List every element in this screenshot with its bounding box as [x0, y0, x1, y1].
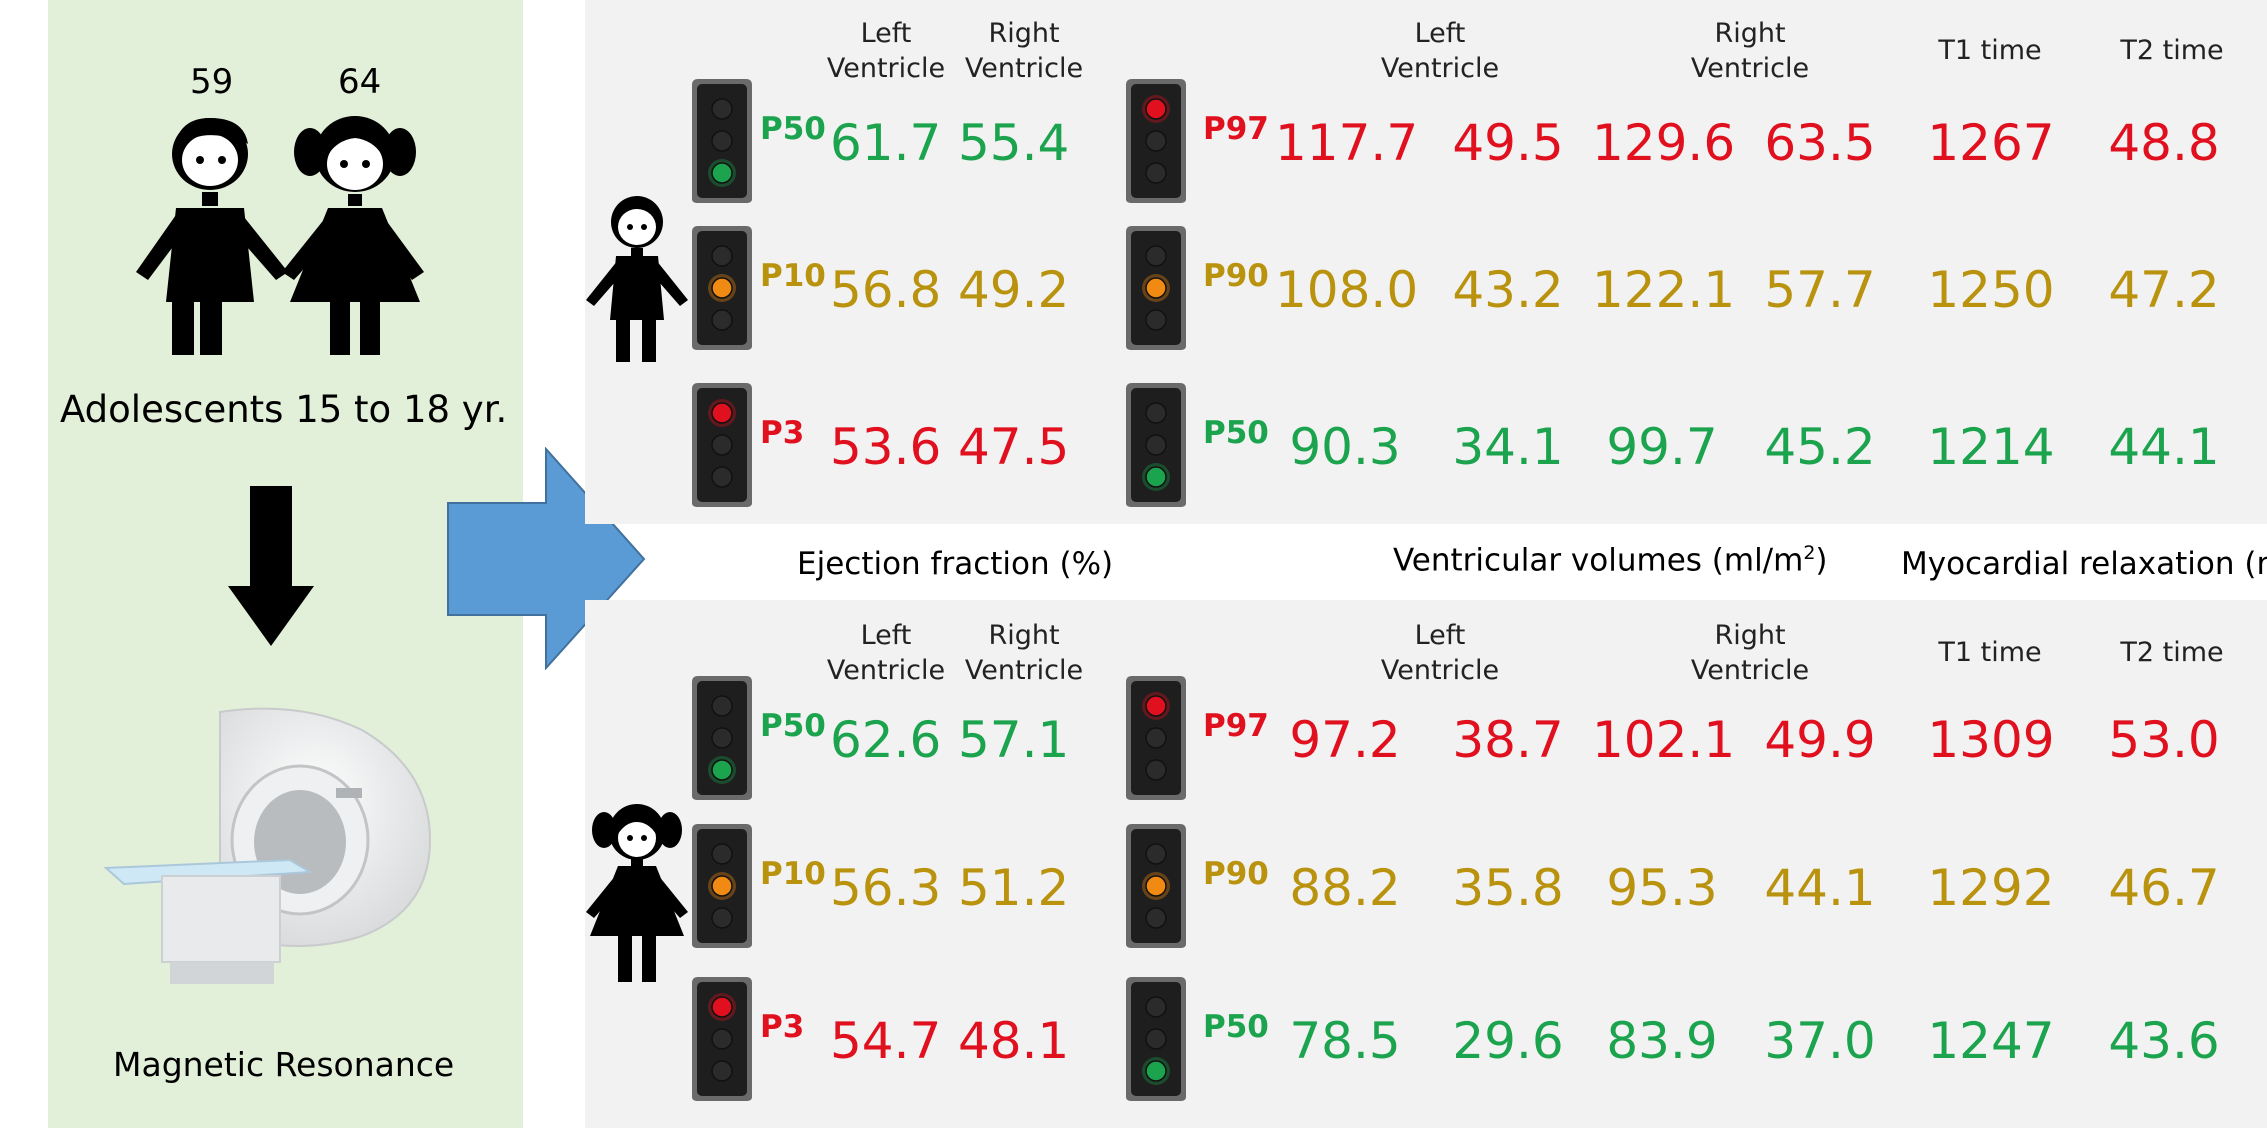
percentile-label: P90	[1203, 258, 1269, 294]
ef-left-value: 53.6	[830, 418, 942, 476]
traffic-light-icon	[690, 222, 754, 352]
traffic-light-icon	[1124, 75, 1188, 205]
vol-right-edv-value: 102.1	[1592, 711, 1736, 769]
vol-left-edv-value: 78.5	[1289, 1012, 1401, 1070]
percentile-label: P50	[1203, 1009, 1269, 1045]
girls-results-panel	[585, 600, 2267, 1128]
header-ef-right-ventricle: Right Ventricle	[964, 18, 1084, 84]
cohort-label: Adolescents 15 to 18 yr.	[60, 388, 508, 431]
vol-right-esv-value: 44.1	[1764, 859, 1876, 917]
t1-value: 1292	[1927, 859, 2055, 917]
traffic-light-icon	[1124, 222, 1188, 352]
percentile-label: P10	[760, 856, 826, 892]
header-vol-left-ventricle: Left Ventricle	[1380, 18, 1500, 84]
girl-icon	[586, 804, 688, 982]
ef-right-value: 51.2	[958, 859, 1070, 917]
traffic-light-icon	[690, 75, 754, 205]
vol-left-esv-value: 35.8	[1452, 859, 1564, 917]
percentile-label: P50	[1203, 415, 1269, 451]
vol-right-edv-value: 83.9	[1606, 1012, 1718, 1070]
ef-left-value: 62.6	[830, 711, 942, 769]
traffic-light-icon	[1124, 672, 1188, 802]
header-ef-left-ventricle: Left Ventricle	[826, 18, 946, 84]
traffic-light-icon	[690, 973, 754, 1103]
traffic-light-icon	[1124, 379, 1188, 509]
mri-scanner-icon	[103, 707, 432, 984]
traffic-light-icon	[690, 820, 754, 950]
mri-label: Magnetic Resonance	[113, 1045, 455, 1084]
ef-right-value: 57.1	[958, 711, 1070, 769]
t1-value: 1214	[1927, 418, 2055, 476]
header-ef-left-ventricle: Left Ventricle	[826, 620, 946, 686]
ef-right-value: 48.1	[958, 1012, 1070, 1070]
vol-left-esv-value: 29.6	[1452, 1012, 1564, 1070]
vol-left-esv-value: 49.5	[1452, 114, 1564, 172]
vol-right-edv-value: 129.6	[1592, 114, 1736, 172]
percentile-label: P10	[760, 258, 826, 294]
girls-count: 64	[338, 62, 382, 102]
vol-left-edv-value: 90.3	[1289, 418, 1401, 476]
t1-value: 1247	[1927, 1012, 2055, 1070]
vol-right-esv-value: 57.7	[1764, 261, 1876, 319]
vol-right-esv-value: 49.9	[1764, 711, 1876, 769]
traffic-light-icon	[690, 379, 754, 509]
t2-value: 48.8	[2108, 114, 2220, 172]
percentile-label: P97	[1203, 111, 1269, 147]
vol-left-edv-value: 97.2	[1289, 711, 1401, 769]
ef-right-value: 49.2	[958, 261, 1070, 319]
percentile-label: P3	[760, 1009, 805, 1045]
t2-value: 46.7	[2108, 859, 2220, 917]
boys-count: 59	[190, 62, 234, 102]
header-t1-time: T1 time	[1938, 35, 2042, 66]
vol-left-edv-value: 88.2	[1289, 859, 1401, 917]
ef-right-value: 47.5	[958, 418, 1070, 476]
header-vol-left-ventricle: Left Ventricle	[1380, 620, 1500, 686]
ef-left-value: 56.8	[830, 261, 942, 319]
myocardial-relaxation-label: Myocardial relaxation (ms)	[1901, 546, 2267, 582]
t2-value: 44.1	[2108, 418, 2220, 476]
t2-value: 43.6	[2108, 1012, 2220, 1070]
t1-value: 1250	[1927, 261, 2055, 319]
ventricular-volumes-label: Ventricular volumes (ml/m2)	[1393, 542, 1828, 579]
t2-value: 47.2	[2108, 261, 2220, 319]
vol-right-edv-value: 95.3	[1606, 859, 1718, 917]
t1-value: 1309	[1927, 711, 2055, 769]
header-vol-right-ventricle: Right Ventricle	[1690, 620, 1810, 686]
t2-value: 53.0	[2108, 711, 2220, 769]
percentile-label: P3	[760, 415, 805, 451]
header-vol-right-ventricle: Right Ventricle	[1690, 18, 1810, 84]
down-arrow-icon	[228, 486, 314, 646]
vol-left-edv-value: 117.7	[1275, 114, 1419, 172]
ejection-fraction-label: Ejection fraction (%)	[797, 546, 1114, 582]
vol-left-edv-value: 108.0	[1275, 261, 1419, 319]
vol-left-esv-value: 38.7	[1452, 711, 1564, 769]
traffic-light-icon	[690, 672, 754, 802]
vol-left-esv-value: 34.1	[1452, 418, 1564, 476]
t1-value: 1267	[1927, 114, 2055, 172]
ef-left-value: 56.3	[830, 859, 942, 917]
traffic-light-icon	[1124, 973, 1188, 1103]
percentile-label: P97	[1203, 708, 1269, 744]
percentile-label: P50	[760, 708, 826, 744]
vol-right-esv-value: 37.0	[1764, 1012, 1876, 1070]
traffic-light-icon	[1124, 820, 1188, 950]
header-t1-time: T1 time	[1938, 637, 2042, 668]
vol-right-esv-value: 63.5	[1764, 114, 1876, 172]
percentile-label: P90	[1203, 856, 1269, 892]
vol-left-esv-value: 43.2	[1452, 261, 1564, 319]
ef-right-value: 55.4	[958, 114, 1070, 172]
vol-right-edv-value: 99.7	[1606, 418, 1718, 476]
boy-girl-icon	[136, 116, 424, 355]
vol-right-edv-value: 122.1	[1592, 261, 1736, 319]
boy-icon	[586, 196, 688, 362]
percentile-label: P50	[760, 111, 826, 147]
ef-left-value: 54.7	[830, 1012, 942, 1070]
header-t2-time: T2 time	[2120, 637, 2224, 668]
vol-right-esv-value: 45.2	[1764, 418, 1876, 476]
header-t2-time: T2 time	[2120, 35, 2224, 66]
ef-left-value: 61.7	[830, 114, 942, 172]
header-ef-right-ventricle: Right Ventricle	[964, 620, 1084, 686]
boys-results-panel	[585, 0, 2267, 524]
